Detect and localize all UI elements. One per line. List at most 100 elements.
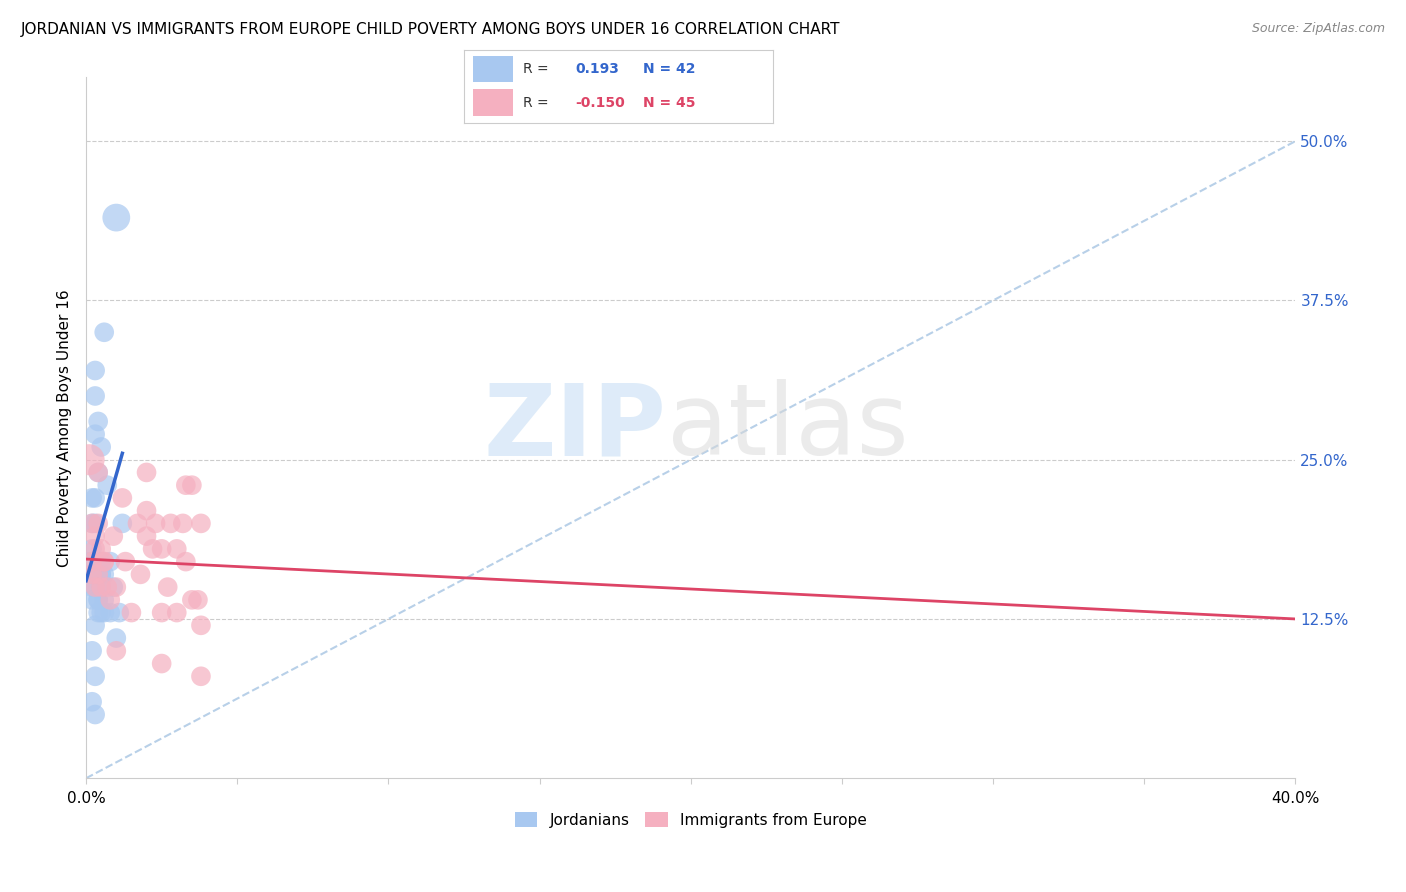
Bar bbox=[474, 56, 513, 82]
Point bbox=[87, 414, 110, 428]
Point bbox=[190, 516, 212, 531]
Text: atlas: atlas bbox=[666, 379, 908, 476]
Point bbox=[93, 567, 115, 582]
Point bbox=[87, 516, 110, 531]
Point bbox=[190, 669, 212, 683]
Point bbox=[172, 516, 194, 531]
Point bbox=[105, 580, 128, 594]
Point bbox=[77, 452, 100, 467]
Point bbox=[93, 606, 115, 620]
Point bbox=[93, 326, 115, 340]
Y-axis label: Child Poverty Among Boys Under 16: Child Poverty Among Boys Under 16 bbox=[58, 289, 72, 566]
Point bbox=[84, 618, 107, 632]
Point bbox=[82, 516, 104, 531]
Point bbox=[82, 695, 104, 709]
Point bbox=[87, 567, 110, 582]
Point bbox=[96, 580, 118, 594]
Point bbox=[82, 555, 104, 569]
Point bbox=[159, 516, 181, 531]
Point bbox=[84, 580, 107, 594]
Point bbox=[127, 516, 149, 531]
Point bbox=[90, 606, 112, 620]
Point bbox=[156, 580, 179, 594]
Point bbox=[93, 592, 115, 607]
Point bbox=[90, 555, 112, 569]
Point bbox=[150, 606, 173, 620]
Point bbox=[105, 631, 128, 645]
Point bbox=[87, 592, 110, 607]
Point bbox=[82, 592, 104, 607]
Point bbox=[87, 466, 110, 480]
Point bbox=[150, 541, 173, 556]
Point bbox=[90, 567, 112, 582]
Point bbox=[84, 669, 107, 683]
Point bbox=[82, 567, 104, 582]
Point bbox=[87, 606, 110, 620]
Point bbox=[84, 491, 107, 505]
Point bbox=[84, 389, 107, 403]
Point bbox=[82, 580, 104, 594]
Point bbox=[103, 529, 125, 543]
Point bbox=[187, 592, 209, 607]
Text: R =: R = bbox=[523, 95, 553, 110]
Point bbox=[145, 516, 167, 531]
Point bbox=[96, 478, 118, 492]
Point bbox=[105, 644, 128, 658]
Point bbox=[82, 541, 104, 556]
Point bbox=[84, 567, 107, 582]
Point bbox=[120, 606, 142, 620]
Point bbox=[174, 555, 197, 569]
Point bbox=[111, 516, 134, 531]
Point bbox=[98, 592, 121, 607]
Point bbox=[87, 567, 110, 582]
Point bbox=[90, 440, 112, 454]
Point bbox=[166, 541, 188, 556]
Legend: Jordanians, Immigrants from Europe: Jordanians, Immigrants from Europe bbox=[509, 805, 873, 834]
Text: R =: R = bbox=[523, 62, 553, 76]
Text: Source: ZipAtlas.com: Source: ZipAtlas.com bbox=[1251, 22, 1385, 36]
Point bbox=[180, 592, 202, 607]
Point bbox=[84, 541, 107, 556]
Point bbox=[190, 618, 212, 632]
Point bbox=[93, 555, 115, 569]
Point bbox=[103, 580, 125, 594]
Point bbox=[114, 555, 136, 569]
Text: ZIP: ZIP bbox=[484, 379, 666, 476]
Point bbox=[135, 503, 157, 517]
Text: N = 45: N = 45 bbox=[644, 95, 696, 110]
Point bbox=[84, 529, 107, 543]
Point bbox=[135, 529, 157, 543]
Point bbox=[84, 707, 107, 722]
Point bbox=[90, 580, 112, 594]
Point bbox=[93, 555, 115, 569]
Point bbox=[150, 657, 173, 671]
Bar bbox=[474, 89, 513, 116]
Point bbox=[90, 567, 112, 582]
Point bbox=[174, 478, 197, 492]
Point bbox=[84, 363, 107, 377]
Point bbox=[135, 466, 157, 480]
Point bbox=[82, 516, 104, 531]
Point bbox=[105, 211, 128, 225]
Point bbox=[142, 541, 165, 556]
Point bbox=[166, 606, 188, 620]
Point bbox=[108, 606, 131, 620]
Text: -0.150: -0.150 bbox=[575, 95, 626, 110]
Point bbox=[87, 466, 110, 480]
Point bbox=[84, 427, 107, 442]
Text: N = 42: N = 42 bbox=[644, 62, 696, 76]
Point bbox=[82, 491, 104, 505]
Point bbox=[90, 580, 112, 594]
Text: 0.193: 0.193 bbox=[575, 62, 619, 76]
Point bbox=[87, 592, 110, 607]
Point bbox=[98, 606, 121, 620]
Point bbox=[77, 555, 100, 569]
Point bbox=[84, 516, 107, 531]
Point bbox=[84, 580, 107, 594]
Point bbox=[180, 478, 202, 492]
Point bbox=[129, 567, 152, 582]
Text: JORDANIAN VS IMMIGRANTS FROM EUROPE CHILD POVERTY AMONG BOYS UNDER 16 CORRELATIO: JORDANIAN VS IMMIGRANTS FROM EUROPE CHIL… bbox=[21, 22, 841, 37]
Point bbox=[98, 555, 121, 569]
Point bbox=[90, 541, 112, 556]
Point bbox=[82, 644, 104, 658]
